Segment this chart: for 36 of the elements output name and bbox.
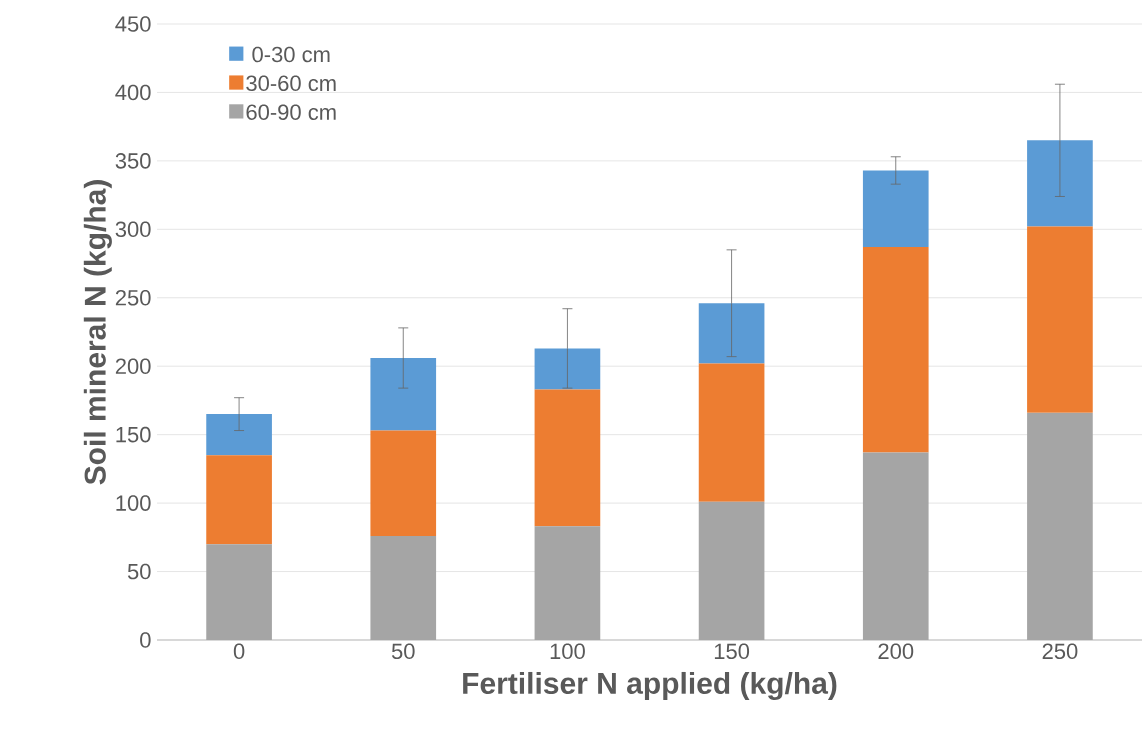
y-tick-label: 250 <box>115 289 151 306</box>
y-tick-label: 50 <box>127 563 151 580</box>
bar <box>1027 412 1093 640</box>
bar <box>862 170 929 248</box>
legend-label: 30-60 cm <box>246 75 336 92</box>
bar <box>698 501 765 640</box>
y-axis-title: Soil mineral N (kg/ha) <box>83 180 112 485</box>
y-tick-label: 450 <box>115 16 151 32</box>
bar <box>534 526 601 640</box>
x-axis-title: Fertiliser N applied (kg/ha) <box>463 671 837 701</box>
bar <box>206 544 272 640</box>
bar <box>370 358 437 431</box>
x-tick-label: 200 <box>878 643 914 660</box>
x-tick-label: 250 <box>1042 643 1078 660</box>
legend-label: 0-30 cm <box>252 46 330 63</box>
y-tick-label: 350 <box>115 153 151 169</box>
y-tick-label: 300 <box>115 221 151 238</box>
x-tick-label: 150 <box>714 643 750 660</box>
bar <box>862 247 929 453</box>
bar <box>534 389 601 527</box>
bar <box>206 414 272 456</box>
y-tick-label: 100 <box>116 495 151 511</box>
y-tick-label: 0 <box>140 632 151 648</box>
x-tick-label: 50 <box>391 643 415 660</box>
y-tick-label: 200 <box>115 358 151 374</box>
y-tick-label: 150 <box>116 426 151 443</box>
bar <box>1027 226 1093 413</box>
bar <box>206 455 272 545</box>
bar <box>370 430 437 536</box>
y-tick-label: 400 <box>115 84 151 101</box>
x-tick-label: 0 <box>233 643 245 660</box>
x-tick-label: 100 <box>550 643 585 660</box>
bar <box>862 452 929 640</box>
bar <box>698 363 765 502</box>
bar <box>370 535 437 640</box>
legend-label: 60-90 cm <box>246 104 336 120</box>
